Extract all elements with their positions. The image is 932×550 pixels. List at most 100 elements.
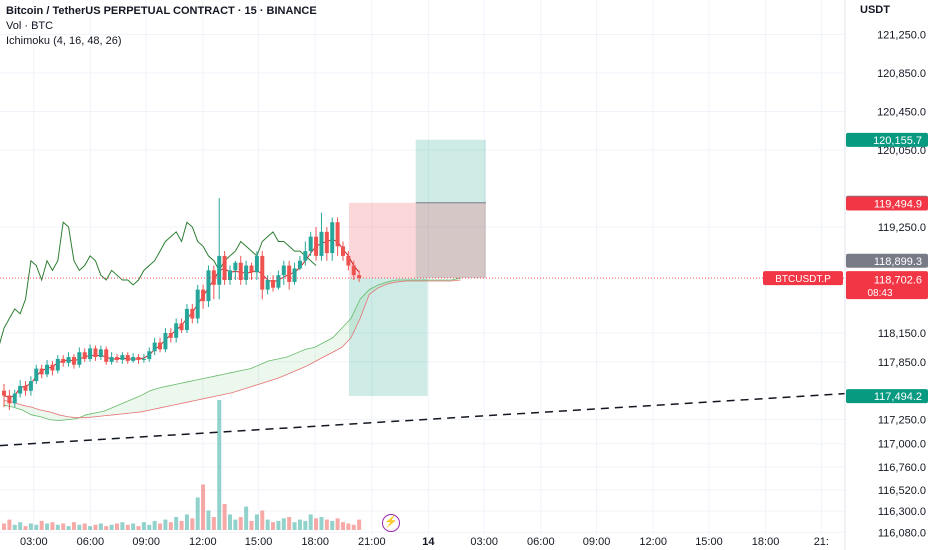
candle-body: [335, 222, 340, 247]
candle-body: [2, 390, 6, 396]
volume-bar: [152, 520, 157, 530]
candle-body: [125, 355, 130, 361]
candle-body: [71, 357, 76, 365]
symbol-tag: BTCUSDT.P: [775, 274, 831, 285]
volume-bar: [104, 526, 109, 530]
volume-bar: [184, 514, 189, 530]
x-tick-label: 18:00: [752, 536, 780, 548]
candle-body: [158, 342, 163, 350]
candle-body: [109, 357, 114, 362]
volume-bar: [319, 517, 324, 530]
candle-body: [357, 275, 362, 279]
long-stop-zone: [348, 278, 428, 397]
y-tick-label: 116,520.0: [878, 485, 926, 497]
volume-bar: [233, 519, 238, 530]
candle-body: [131, 357, 136, 361]
volume-bar: [271, 522, 276, 530]
price-label: 117,494.2: [874, 391, 922, 403]
price-label: 118,899.3: [874, 256, 922, 268]
x-tick-label: 15:00: [245, 536, 273, 548]
symbol-title[interactable]: Bitcoin / TetherUS PERPETUAL CONTRACT · …: [6, 5, 317, 17]
candle-body: [45, 364, 50, 375]
candle-body: [98, 349, 103, 358]
candle-body: [265, 280, 270, 290]
volume-bar: [357, 519, 362, 530]
price-label-box: [846, 253, 928, 268]
volume-bar: [77, 524, 82, 530]
y-tick-label: 120,450.0: [877, 106, 926, 118]
symbol-tag-box: [763, 271, 843, 286]
y-tick-label: 117,850.0: [878, 357, 926, 369]
candle-body: [254, 255, 259, 273]
lightning-icon[interactable]: ⚡: [382, 514, 400, 532]
y-tick-label: 117,250.0: [878, 415, 926, 427]
candle-body: [104, 349, 109, 362]
candle-body: [61, 358, 66, 363]
y-tick-label: 116,300.0: [878, 506, 926, 518]
volume-bar: [249, 520, 254, 530]
candle-body: [114, 357, 119, 360]
ichimoku-indicator-label[interactable]: Ichimoku (4, 16, 48, 26): [6, 35, 122, 47]
volume-bar: [7, 519, 12, 530]
volume-bar: [308, 514, 313, 530]
price-label-box: [846, 196, 928, 211]
volume-bar: [45, 523, 50, 530]
volume-bar: [168, 522, 173, 530]
volume-bar: [244, 506, 249, 530]
candle-body: [147, 351, 152, 359]
volume-bar: [265, 519, 270, 530]
y-tick-label: 121,250.0: [877, 29, 926, 41]
volume-bar: [330, 520, 335, 530]
candle-body: [227, 270, 232, 280]
volume-bar: [55, 524, 60, 530]
volume-bar: [109, 524, 114, 530]
volume-bar: [163, 519, 168, 530]
candle-body: [340, 246, 345, 256]
short-stop-zone: [348, 202, 486, 279]
candle-body: [346, 255, 351, 266]
volume-bar: [297, 519, 302, 530]
x-tick-label: 21:: [814, 536, 829, 548]
volume-bar: [217, 400, 222, 530]
candle-body: [7, 395, 12, 404]
lagging-span: [0, 221, 317, 345]
price-label-box: [846, 389, 928, 404]
currency-label[interactable]: USDT: [860, 4, 890, 16]
volume-bar: [238, 517, 243, 530]
x-tick-label: 12:00: [639, 536, 667, 548]
volume-bar: [340, 522, 345, 530]
volume-indicator-label[interactable]: Vol · BTC: [6, 20, 54, 32]
y-tick-label: 116,760.0: [878, 462, 926, 474]
volume-bar: [211, 517, 216, 530]
volume-bar: [12, 524, 17, 530]
volume-bar: [2, 523, 6, 530]
candle-body: [292, 268, 297, 282]
y-tick-label: 116,080.0: [878, 527, 926, 539]
y-tick-label: 119,250.0: [878, 222, 926, 234]
volume-bar: [287, 517, 292, 530]
volume-bar: [195, 497, 200, 530]
price-label: 119,494.9: [874, 198, 922, 210]
candle-body: [50, 364, 55, 371]
candle-body: [314, 236, 319, 256]
candle-body: [217, 255, 222, 285]
candle-body: [120, 355, 125, 360]
volume-bar: [276, 520, 281, 530]
volume-bar: [34, 524, 39, 530]
x-tick-label: 03:00: [470, 536, 498, 548]
volume-bar: [222, 504, 227, 530]
candle-body: [238, 262, 243, 280]
y-tick-label: 120,050.0: [877, 145, 926, 157]
candle-body: [281, 265, 286, 276]
volume-bar: [147, 524, 152, 530]
candle-body: [195, 289, 200, 319]
x-tick-label: 03:00: [20, 536, 48, 548]
candle-body: [18, 385, 23, 394]
price-label-box: [846, 272, 928, 287]
volume-bar: [206, 510, 211, 530]
candle-body: [222, 255, 227, 280]
volume-bar: [174, 517, 179, 530]
volume-bar: [120, 522, 125, 530]
volume-bar: [50, 522, 55, 530]
